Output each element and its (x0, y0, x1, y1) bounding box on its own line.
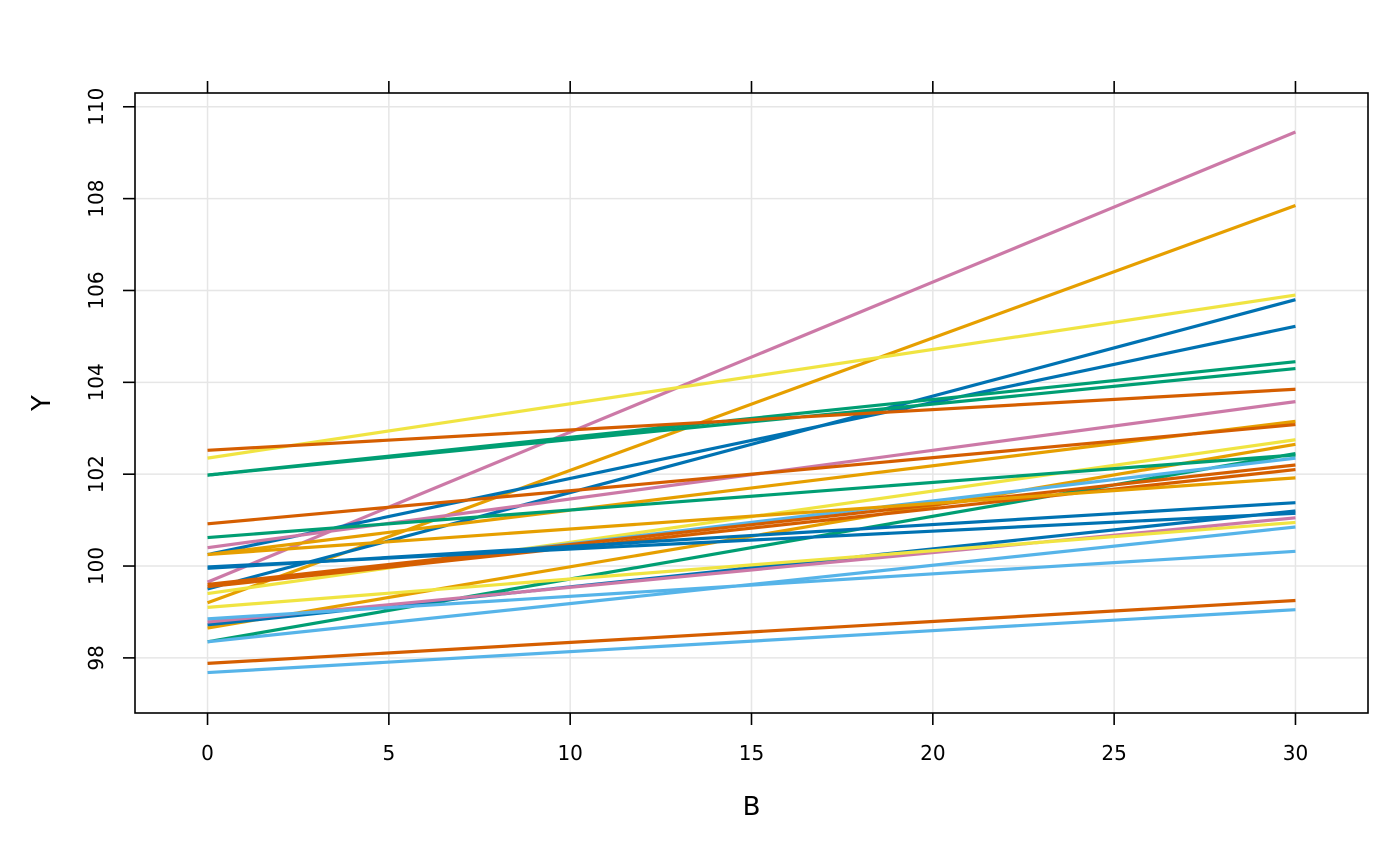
y-tick-label: 102 (84, 455, 108, 493)
y-axis-title: Y (27, 395, 57, 412)
series-line-2 (206, 204, 1297, 605)
x-tick-label: 10 (557, 741, 582, 765)
axis-tick-labels: 0 5 10 15 20 25 30 98 100 102 104 106 108 110 (84, 88, 1308, 765)
x-tick-label: 25 (1101, 741, 1126, 765)
axis-ticks (123, 81, 1297, 725)
x-axis-title: B (743, 792, 761, 822)
series-line-10 (207, 419, 1296, 557)
x-tick-label: 5 (382, 741, 395, 765)
series-line-24 (207, 520, 1296, 609)
series-line-3 (207, 293, 1296, 460)
series-line-11 (207, 422, 1296, 526)
series-line-26 (207, 549, 1296, 621)
series-line-27 (207, 598, 1296, 665)
y-tick-label: 108 (84, 180, 108, 218)
x-tick-label: 0 (201, 741, 214, 765)
x-tick-label: 30 (1283, 741, 1308, 765)
y-tick-label: 104 (84, 363, 108, 401)
x-tick-label: 20 (920, 741, 945, 765)
y-tick-label: 106 (84, 271, 108, 309)
series-lines (206, 130, 1297, 675)
y-tick-label: 100 (84, 547, 108, 585)
y-tick-label: 110 (84, 88, 108, 126)
series-line-7 (207, 366, 1296, 477)
series-line-17 (207, 463, 1296, 587)
series-line-15 (207, 453, 1296, 540)
series-line-5 (207, 324, 1296, 557)
y-tick-label: 98 (84, 645, 108, 670)
series-line-19 (207, 476, 1296, 557)
series-line-22 (207, 511, 1296, 569)
series-line-8 (207, 387, 1296, 452)
series-line-28 (207, 608, 1296, 675)
x-tick-label: 15 (739, 741, 764, 765)
